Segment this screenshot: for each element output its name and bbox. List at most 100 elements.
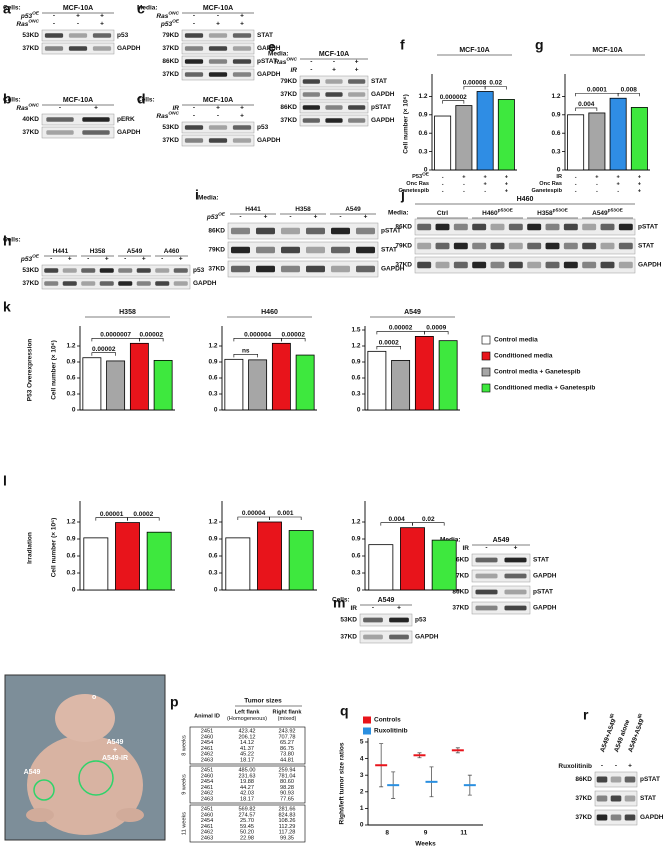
- table-cell: 2462: [201, 791, 213, 797]
- table-group-box: [189, 804, 306, 843]
- group-label: H441: [53, 248, 69, 255]
- group-label: A549: [127, 248, 143, 255]
- group-label: Ctrl: [437, 210, 448, 217]
- blot-band: [184, 72, 204, 77]
- label-text: Ras: [16, 21, 28, 28]
- condition-sign: -: [193, 21, 195, 28]
- condition-label: p53OE: [20, 11, 40, 20]
- blot-strip: [41, 29, 115, 42]
- blot-band: [44, 281, 59, 286]
- protein-label: STAT: [381, 247, 397, 254]
- protein-label: pSTAT: [638, 224, 658, 231]
- y-tick-label: 0.9: [351, 359, 360, 366]
- blot-band: [306, 246, 325, 254]
- protein-label: STAT: [533, 557, 549, 564]
- blot-band: [62, 268, 77, 273]
- bar: [414, 335, 434, 411]
- condition-sign: -: [217, 113, 219, 120]
- blot-band: [417, 242, 432, 250]
- blot-band: [417, 223, 432, 231]
- bar: [288, 530, 314, 591]
- blot-band: [208, 46, 228, 51]
- blot-band: [81, 268, 96, 273]
- legend-label: Control media + Ganetespib: [494, 369, 581, 376]
- y-tick-label: 0.6: [66, 375, 75, 382]
- y-tick-label: 0.6: [418, 130, 427, 137]
- blot-title: A549: [378, 597, 395, 604]
- chart-title: MCF-10A: [592, 47, 622, 54]
- molecular-weight: 86KD: [575, 776, 592, 783]
- condition-sign: -: [575, 188, 577, 194]
- blot-band: [624, 776, 636, 783]
- protein-label: pSTAT: [533, 589, 553, 596]
- y-tick-label: 1.2: [551, 93, 560, 100]
- blot-strip: [299, 75, 369, 88]
- condition-label: Ruxolitinib: [558, 763, 592, 770]
- panel-letter: k: [3, 299, 11, 315]
- chart-title: A549: [404, 309, 421, 316]
- blot-band: [46, 130, 74, 135]
- blot-band: [82, 130, 110, 135]
- p-value: 0.0002: [133, 511, 153, 518]
- label-text: IR: [291, 67, 298, 74]
- row-label: Irradiation: [27, 532, 34, 564]
- blot-band: [331, 246, 350, 254]
- blot-band: [504, 557, 527, 563]
- y-axis-label: Cell number (× 10⁶): [51, 518, 58, 578]
- condition-label: IR: [463, 545, 470, 552]
- label-text: H358: [295, 206, 311, 213]
- blot-band: [545, 242, 560, 250]
- condition-header: Cells:: [3, 97, 21, 104]
- p-value: 0.004: [389, 516, 406, 523]
- protein-label: p53: [117, 32, 129, 39]
- condition-sign: -: [289, 214, 291, 221]
- photo-label: A549: [107, 739, 124, 746]
- legend-swatch: [481, 383, 491, 393]
- panel-letter: r: [583, 707, 589, 723]
- group-label: A549+A549IR: [625, 712, 647, 753]
- condition-sign: +: [76, 13, 80, 20]
- bar: [400, 527, 425, 591]
- table-cell: 707.78: [278, 734, 295, 740]
- blot-band: [504, 573, 527, 579]
- group-label: A549p53OE: [592, 208, 624, 217]
- blot-band: [545, 261, 560, 269]
- blot-band: [453, 242, 468, 250]
- p-value: 0.00002: [140, 332, 164, 339]
- y-tick-label: 1.2: [208, 519, 217, 526]
- bar: [295, 354, 315, 411]
- table-cell: 259.94: [278, 767, 295, 773]
- p-value: 0.000002: [440, 94, 467, 101]
- condition-sign: -: [50, 256, 52, 263]
- condition-sign: -: [161, 256, 163, 263]
- blot-title: MCF-10A: [63, 5, 93, 12]
- p-value: 0.02: [422, 516, 435, 523]
- table-cell: 44.27: [240, 785, 254, 791]
- significance-bracket: [412, 522, 445, 526]
- condition-sign: +: [264, 214, 268, 221]
- condition-sign: +: [142, 256, 146, 263]
- condition-sign: +: [100, 21, 104, 28]
- label-superscript: p53OE: [608, 208, 624, 214]
- condition-sign: -: [193, 13, 195, 20]
- blot-band: [435, 261, 450, 269]
- blot-band: [363, 634, 383, 640]
- bar: [271, 342, 291, 411]
- legend-label: Conditioned media: [494, 353, 553, 360]
- condition-sign: +: [616, 174, 620, 180]
- blot-band: [92, 46, 112, 51]
- group-label: A549: [345, 206, 361, 213]
- bar: [248, 359, 268, 411]
- condition-sign: +: [240, 13, 244, 20]
- y-tick-label: 0: [357, 587, 361, 594]
- label-text: H358: [537, 210, 553, 217]
- condition-sign: -: [596, 188, 598, 194]
- molecular-weight: 86KD: [162, 58, 179, 65]
- photo-label: A549-IR: [102, 755, 128, 762]
- condition-sign: +: [240, 21, 244, 28]
- p-value: 0.008: [621, 86, 638, 93]
- condition-sign: +: [505, 174, 509, 180]
- bar: [153, 359, 173, 411]
- blot-band: [508, 242, 523, 250]
- blot-band: [363, 617, 383, 623]
